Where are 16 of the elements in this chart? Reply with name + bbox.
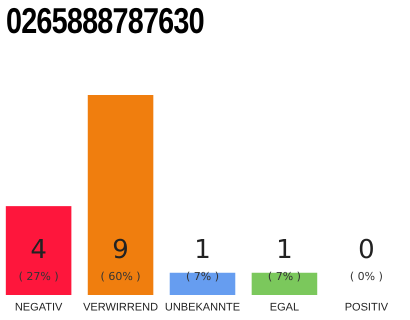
data-label: 4 [30,235,47,265]
annotation: ( 7% ) [268,270,301,283]
chart-title: 0265888787630 [6,0,204,42]
x-tick-label: UNBEKANNTE [164,302,240,314]
annotation: ( 27% ) [18,270,59,283]
x-tick-label: NEGATIV [14,302,63,314]
data-label: 1 [194,235,211,265]
annotation: ( 7% ) [186,270,220,283]
annotation: ( 60% ) [100,270,141,283]
x-tick-label: VERWIRREND [83,302,158,314]
data-label: 9 [112,235,129,265]
data-label: 1 [276,235,293,265]
annotation: ( 0% ) [350,270,383,283]
x-tick-label: POSITIV [344,302,389,314]
data-label: 0 [358,235,375,265]
x-tick-label: EGAL [270,302,300,314]
